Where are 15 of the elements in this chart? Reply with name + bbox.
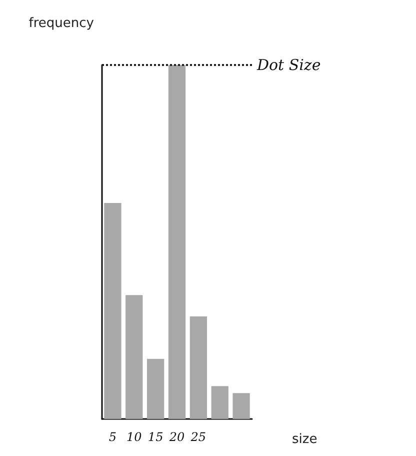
bar	[232, 393, 250, 419]
x-axis-title: size	[292, 432, 318, 447]
bar	[190, 316, 207, 419]
bar	[104, 203, 122, 419]
x-tick-label: 5	[108, 430, 117, 444]
ref-line-label: Dot Size	[256, 56, 321, 74]
x-tick-label: 10	[126, 430, 142, 444]
bar	[211, 386, 228, 419]
bar	[147, 358, 164, 419]
y-axis-title: frequency	[28, 16, 94, 31]
bar	[168, 65, 186, 419]
x-tick-label: 15	[148, 430, 164, 444]
bar	[126, 295, 143, 419]
x-tick-label: 25	[190, 430, 206, 444]
x-tick-label: 20	[168, 430, 185, 444]
